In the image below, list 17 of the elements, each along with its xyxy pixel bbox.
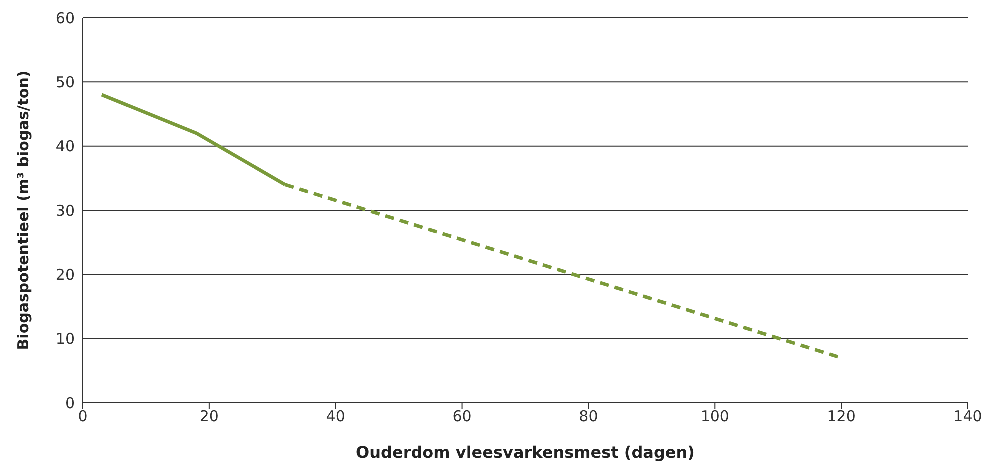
x-tick-label: 40 <box>326 408 346 426</box>
x-tick-label: 80 <box>579 408 598 426</box>
x-tick-label: 60 <box>452 408 472 426</box>
y-axis-title: Biogaspotentieel (m³ biogas/ton) <box>14 70 32 350</box>
y-tick-label: 10 <box>56 330 75 348</box>
y-tick-label: 40 <box>56 138 75 156</box>
y-tick-label: 30 <box>56 202 75 220</box>
x-tick-label: 140 <box>954 408 982 426</box>
x-tick-label: 20 <box>200 408 219 426</box>
y-tick-label: 50 <box>56 73 75 92</box>
x-axis-title: Ouderdom vleesvarkensmest (dagen) <box>356 443 695 462</box>
x-tick-label: 120 <box>827 408 856 426</box>
y-tick-label: 60 <box>56 9 75 28</box>
x-tick-label: 0 <box>78 408 88 426</box>
x-tick-label: 100 <box>700 408 730 426</box>
y-tick-label: 0 <box>65 394 75 412</box>
y-tick-label: 20 <box>56 266 75 284</box>
